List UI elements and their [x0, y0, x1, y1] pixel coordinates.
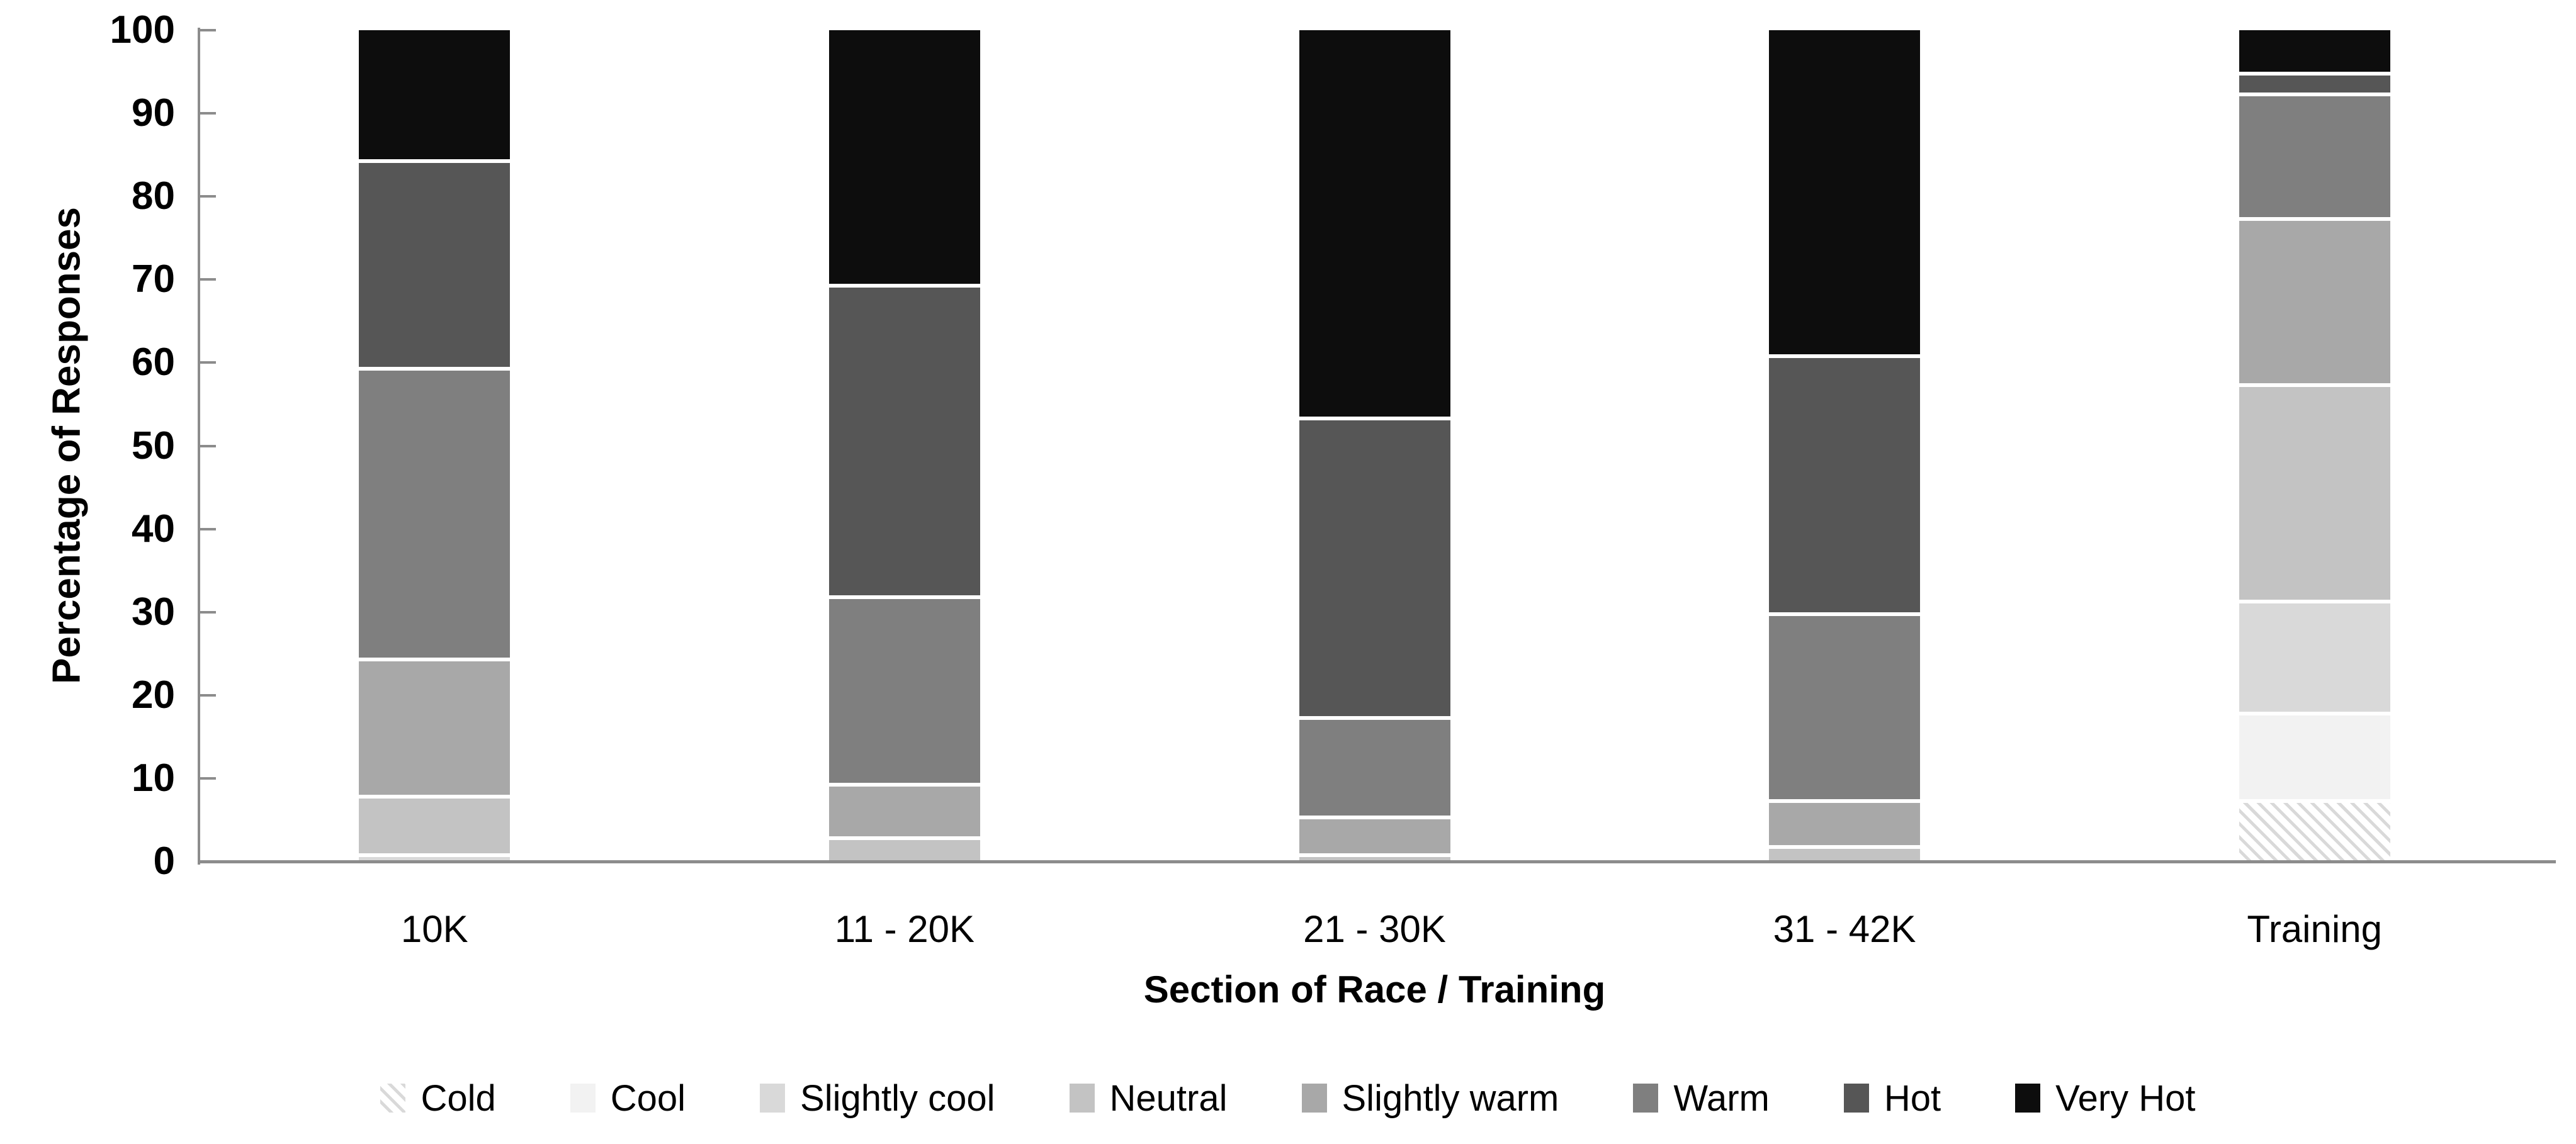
- very-hot-segment: [2239, 30, 2390, 72]
- slightly-warm-segment: [828, 782, 980, 837]
- legend-item-very-hot: Very Hot: [2015, 1077, 2196, 1119]
- legend-item-cold: Cold: [380, 1077, 496, 1119]
- x-category-label: 31 - 42K: [1773, 908, 1916, 950]
- neutral-segment: [2239, 383, 2390, 600]
- very-hot-segment: [1299, 30, 1450, 417]
- y-tick-mark: [200, 361, 216, 364]
- warm-segment: [2239, 93, 2390, 218]
- slightly-warm-segment: [359, 658, 511, 795]
- legend-item-slightly-warm: Slightly warm: [1301, 1077, 1559, 1119]
- legend-swatch-very-hot: [2015, 1084, 2041, 1113]
- bar-10k: [359, 30, 511, 861]
- legend-swatch-cold: [380, 1084, 406, 1113]
- hot-segment: [1299, 417, 1450, 716]
- warm-segment: [1769, 612, 1921, 799]
- legend-label: Slightly warm: [1342, 1077, 1559, 1119]
- legend: Cold Cool Slightly cool Neutral Slightly war…: [0, 1063, 2576, 1133]
- y-tick-label: 20: [132, 673, 175, 717]
- slightly-warm-segment: [1299, 816, 1450, 853]
- legend-swatch-slightly-cool: [760, 1084, 786, 1113]
- x-axis-line: [198, 860, 2556, 863]
- legend-label: Neutral: [1109, 1077, 1228, 1119]
- slightly-warm-segment: [2239, 217, 2390, 384]
- legend-label: Hot: [1884, 1077, 1941, 1119]
- y-tick-label: 100: [110, 8, 175, 52]
- legend-label: Cool: [610, 1077, 686, 1119]
- x-category-label: Training: [2247, 908, 2382, 950]
- slightly-cool-segment: [359, 853, 511, 861]
- very-hot-segment: [828, 30, 980, 284]
- y-tick-mark: [200, 29, 216, 31]
- legend-label: Slightly cool: [800, 1077, 995, 1119]
- hot-segment: [828, 283, 980, 596]
- y-tick-mark: [200, 112, 216, 115]
- x-category-label: 11 - 20K: [834, 908, 975, 950]
- hot-segment: [359, 159, 511, 367]
- very-hot-segment: [359, 30, 511, 159]
- bar-21-30k: [1299, 30, 1450, 861]
- y-tick-mark: [200, 195, 216, 198]
- hot-segment: [2239, 72, 2390, 93]
- legend-item-neutral: Neutral: [1069, 1077, 1228, 1119]
- slightly-warm-segment: [1769, 799, 1921, 845]
- neutral-segment: [359, 795, 511, 853]
- warm-segment: [828, 595, 980, 783]
- y-tick-label: 70: [132, 257, 175, 301]
- very-hot-segment: [1769, 30, 1921, 355]
- bar-training: [2239, 30, 2390, 861]
- y-tick-mark: [200, 527, 216, 530]
- legend-swatch-neutral: [1069, 1084, 1095, 1113]
- y-tick-label: 10: [132, 756, 175, 800]
- legend-swatch-warm: [1633, 1084, 1659, 1113]
- legend-label: Very Hot: [2055, 1077, 2196, 1119]
- legend-item-warm: Warm: [1633, 1077, 1770, 1119]
- x-axis-title: Section of Race / Training: [1143, 968, 1606, 1011]
- bar-31-42k: [1769, 30, 1921, 861]
- cold-segment: [2239, 799, 2390, 861]
- neutral-segment: [828, 836, 980, 861]
- cool-segment: [2239, 712, 2390, 799]
- legend-swatch-cool: [570, 1084, 596, 1113]
- y-tick-mark: [200, 444, 216, 447]
- legend-label: Cold: [421, 1077, 496, 1119]
- y-tick-label: 80: [132, 174, 175, 218]
- hot-segment: [1769, 354, 1921, 612]
- x-category-label: 10K: [400, 908, 468, 950]
- y-tick-mark: [200, 777, 216, 780]
- warm-segment: [359, 367, 511, 658]
- slightly-cool-segment: [2239, 599, 2390, 712]
- y-tick-label: 30: [132, 590, 175, 634]
- legend-label: Warm: [1673, 1077, 1770, 1119]
- neutral-segment: [1769, 844, 1921, 861]
- neutral-segment: [1299, 853, 1450, 861]
- warm-segment: [1299, 715, 1450, 816]
- y-tick-mark: [200, 693, 216, 697]
- legend-item-hot: Hot: [1843, 1077, 1941, 1119]
- bar-11-20k: [828, 30, 980, 861]
- x-category-label: 21 - 30K: [1303, 908, 1446, 950]
- legend-item-cool: Cool: [570, 1077, 686, 1119]
- y-tick-label: 60: [132, 340, 175, 384]
- y-tick-label: 0: [153, 839, 175, 883]
- legend-item-slightly-cool: Slightly cool: [760, 1077, 995, 1119]
- y-axis-line: [198, 28, 200, 865]
- y-tick-label: 90: [132, 91, 175, 135]
- y-tick-label: 50: [132, 423, 175, 468]
- y-tick-label: 40: [132, 507, 175, 551]
- legend-swatch-slightly-warm: [1301, 1084, 1327, 1113]
- legend-swatch-hot: [1843, 1084, 1869, 1113]
- y-tick-mark: [200, 610, 216, 614]
- y-tick-mark: [200, 278, 216, 281]
